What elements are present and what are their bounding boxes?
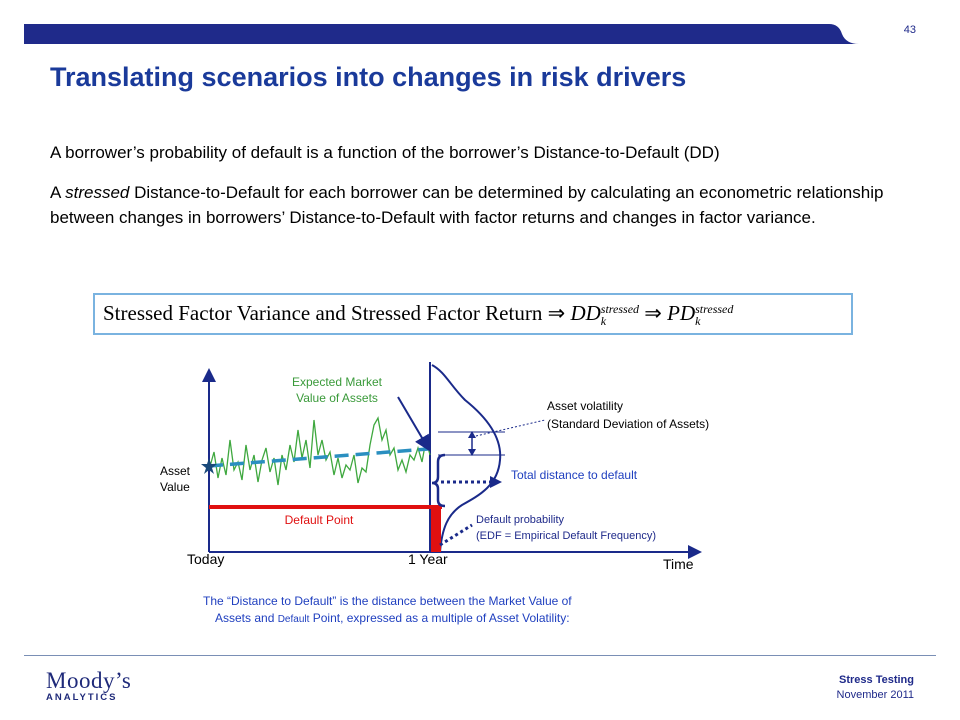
logo-sub-text: ANALYTICS — [46, 692, 118, 703]
paragraph-body: Distance-to-Default for each borrower ca… — [50, 183, 884, 227]
footer-date: November 2011 — [836, 689, 914, 701]
implies-arrow-2: ⇒ — [644, 301, 662, 325]
default-probability-label-2: (EDF = Empirical Default Frequency) — [476, 530, 656, 542]
caption-line-1: The “Distance to Default” is the distanc… — [203, 594, 572, 608]
formula-pd-indices: stressed k — [695, 303, 733, 327]
today-label: Today — [187, 551, 224, 567]
expected-label-pointer — [397, 396, 431, 452]
formula: Stressed Factor Variance and Stressed Fa… — [103, 301, 733, 327]
total-distance-label: Total distance to default — [511, 468, 638, 482]
asset-distribution-curve — [431, 364, 502, 553]
total-distance-arrow — [490, 476, 502, 488]
default-prob-pointer — [439, 523, 473, 547]
footer-info: Stress Testing November 2011 — [837, 673, 914, 703]
x-axis-arrow — [688, 545, 702, 559]
formula-lhs: Stressed Factor Variance and Stressed Fa… — [103, 301, 543, 325]
moodys-analytics-logo: Moody’s ANALYTICS — [46, 668, 131, 703]
y-axis-arrow — [202, 368, 216, 382]
asset-value-label-2: Value — [160, 480, 190, 494]
formula-dd: DD — [570, 301, 601, 325]
paragraph-stressed-dd: A stressed Distance-to-Default for each … — [50, 180, 910, 230]
logo-main-text: Moody’s — [46, 668, 132, 693]
default-point-label: Default Point — [285, 513, 354, 527]
caption-line-2: Assets and Default Point, expressed as a… — [215, 611, 570, 625]
asset-volatility-label-1: Asset volatility — [547, 399, 623, 413]
asset-value-path — [208, 416, 431, 486]
asset-value-start-marker — [201, 458, 217, 474]
formula-pd-sub: k — [695, 314, 701, 329]
caption-part-b: Default — [278, 614, 310, 625]
paragraph-pd-function: A borrower’s probability of default is a… — [50, 143, 720, 162]
page-title: Translating scenarios into changes in ri… — [50, 62, 687, 92]
formula-dd-sup: stressed — [600, 302, 640, 317]
volatility-arrow-down — [468, 449, 476, 456]
expected-market-label-2: Value of Assets — [296, 391, 378, 405]
default-probability-label-1: Default probability — [476, 514, 565, 526]
caption-part-c: Point, expressed as a multiple of Asset … — [309, 611, 569, 625]
expected-value-line — [208, 447, 429, 468]
caption-part-a: Assets and — [215, 611, 278, 625]
formula-pd: PD — [667, 301, 696, 325]
formula-dd-indices: stressed k — [601, 303, 639, 327]
paragraph-lead: A — [50, 183, 66, 202]
asset-volatility-label-2: (Standard Deviation of Assets) — [547, 417, 709, 431]
default-probability-area — [431, 506, 441, 552]
asset-value-label-1: Asset — [160, 464, 191, 478]
volatility-arrow-up — [468, 431, 476, 438]
footer-divider — [24, 655, 936, 656]
footer-section: Stress Testing — [839, 674, 914, 686]
expected-market-label-1: Expected Market — [292, 375, 383, 389]
page-number: 43 — [903, 24, 916, 36]
time-label: Time — [663, 556, 694, 572]
header-bar — [24, 24, 936, 44]
formula-pd-sup: stressed — [695, 302, 734, 317]
distance-brace — [431, 453, 446, 508]
formula-box: Stressed Factor Variance and Stressed Fa… — [93, 293, 853, 335]
implies-arrow-1: ⇒ — [547, 301, 566, 325]
paragraph-emphasis: stressed — [65, 183, 130, 202]
formula-dd-sub: k — [600, 314, 607, 329]
one-year-label: 1 Year — [408, 551, 448, 567]
